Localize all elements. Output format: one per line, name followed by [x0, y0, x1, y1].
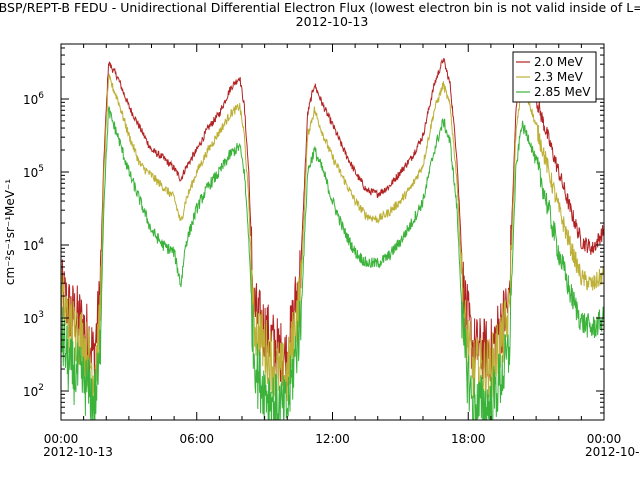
legend-label: 2.85 MeV: [534, 85, 591, 99]
x-tick-label: 12:00: [315, 432, 350, 446]
series-layer: [61, 57, 604, 420]
chart-subtitle: 2012-10-13: [295, 14, 369, 29]
legend-label: 2.0 MeV: [534, 55, 584, 69]
legend-label: 2.3 MeV: [534, 70, 584, 84]
x-tick-label: 18:00: [451, 432, 486, 446]
x-tick-label: 00:00: [44, 432, 79, 446]
y-axis-label: cm⁻²s⁻¹sr⁻¹MeV⁻¹: [3, 179, 17, 285]
y-tick-label: 103: [23, 310, 44, 326]
y-tick-label: 106: [23, 91, 44, 107]
series-line-2: [61, 73, 604, 402]
series-line-3: [61, 105, 604, 420]
x-tick-label: 00:00: [587, 432, 622, 446]
y-tick-label: 105: [23, 164, 44, 180]
y-tick-label: 102: [23, 383, 44, 399]
series-line-1: [61, 57, 604, 390]
chart-title: RBSP/REPT-B FEDU - Unidirectional Differ…: [0, 0, 640, 15]
x-tick-label: 06:00: [179, 432, 214, 446]
x-tick-sublabel: 2012-10-1: [585, 445, 640, 459]
y-tick-label: 104: [23, 237, 44, 253]
x-tick-sublabel: 2012-10-13: [43, 445, 113, 459]
